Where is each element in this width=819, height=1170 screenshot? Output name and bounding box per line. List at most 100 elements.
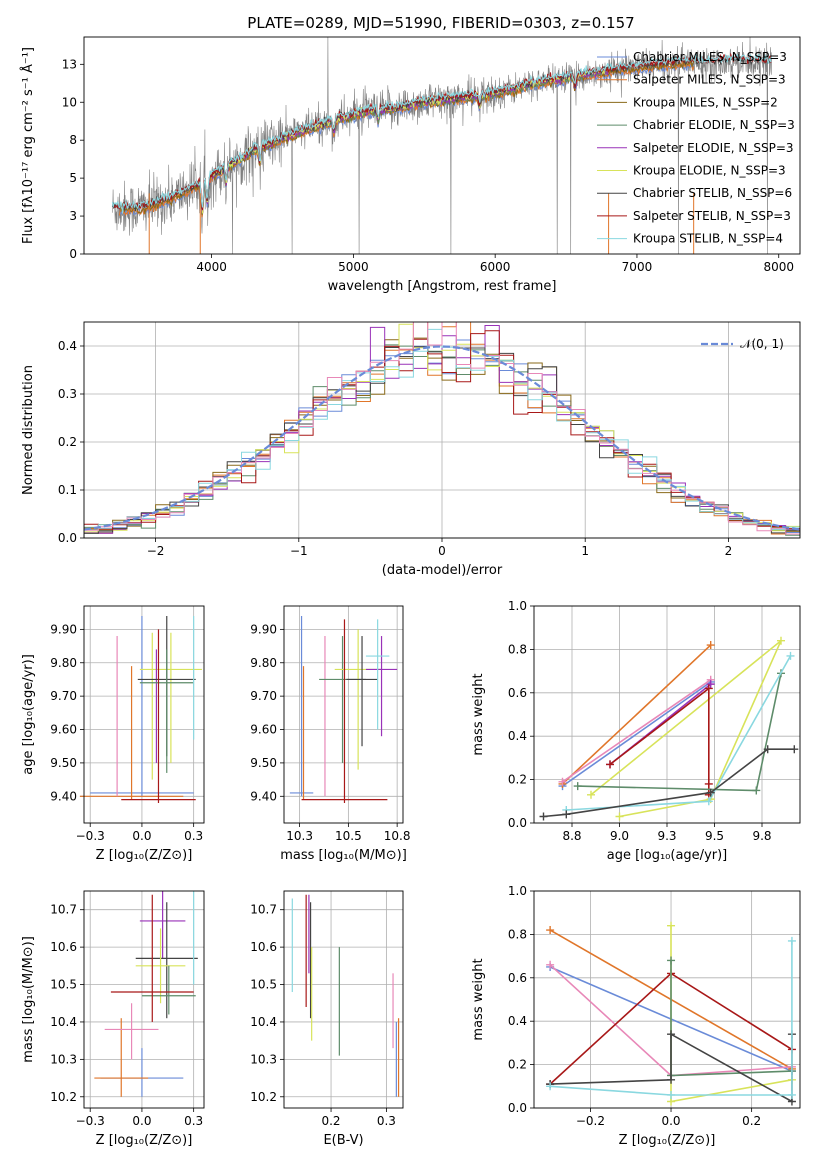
x-tick-label: 4000 [196,260,227,274]
error-point [289,616,314,797]
point-marker [706,788,715,797]
error-point [319,636,366,763]
series-chabrier-stelib [539,745,799,821]
x-tick-label: 2 [725,544,733,558]
error-point [365,636,398,737]
y-tick-label: 1.0 [508,884,527,898]
x-tick-label: 9.5 [705,829,724,843]
spectrum-lines [111,37,773,254]
y-tick-label: 10.3 [50,1052,77,1066]
series-line [562,679,712,783]
y-tick-label: 10.6 [50,940,77,954]
plot-area [111,37,773,254]
x-axis-label: wavelength [Angstrom, rest frame] [328,279,557,294]
y-tick-label: 3 [69,209,77,223]
legend: Chabrier MILES, N_SSP=3 Salpeter MILES, N… [597,50,795,246]
y-tick-label: 9.40 [50,789,77,803]
axes-frame [83,36,801,255]
gridlines [84,606,204,823]
series-chabrier-elodie [573,669,785,795]
plot-area [539,636,799,821]
y-tick-label: 8 [69,133,77,147]
normal-curve [84,345,800,531]
y-tick-label: 0.3 [58,387,77,401]
y-tick-label: 0.8 [508,642,527,656]
panel-age-vs-Z: −0.3 0.0 0.3 9.40 9.50 9.60 9.70 9.80 9.90 Z [log… [21,605,205,863]
y-tick-label: 0.0 [508,1101,527,1115]
series-kroupa-elodie [587,636,785,821]
gridlines [84,891,204,1108]
ticks: 0.2 0.3 10.2 10.3 10.4 10.5 10.6 10.7 [250,903,396,1128]
y-axis-label: mass weight [471,958,486,1040]
y-tick-label: 10 [62,95,77,109]
plot-area [84,322,800,538]
legend-entry: Chabrier ELODIE, N_SSP=3 [633,118,795,132]
series-kroupa-stelib [546,936,796,1099]
x-axis-label: mass [log₁₀(M/M⊙)] [280,848,407,863]
legend-entry: Chabrier STELIB, N_SSP=6 [633,186,792,200]
point-marker [706,641,715,650]
error-point [90,616,194,797]
point-marker [606,760,614,769]
error-point [100,1048,184,1097]
y-tick-label: 10.4 [50,1015,77,1029]
legend-entry: Salpeter MILES, N_SSP=3 [633,73,786,87]
gridlines [284,891,403,1108]
y-axis-label: Flux [fλ10⁻¹⁷ erg cm⁻² s⁻¹ Å⁻¹] [20,47,36,244]
y-tick-label: 9.70 [250,689,277,703]
y-tick-label: 9.80 [250,656,277,670]
point-marker [546,960,555,969]
point-marker [704,779,713,788]
y-tick-label: 9.80 [50,656,77,670]
point-marker [667,921,676,930]
error-point [334,629,382,770]
point-marker [706,680,715,689]
y-tick-label: 0.4 [508,729,527,743]
x-axis-label: Z [log₁₀(Z/Z⊙)] [96,1133,193,1148]
error-point [301,619,388,803]
x-tick-label: −0.3 [76,829,105,843]
axes-frame [533,605,801,824]
series-pink [558,675,715,786]
point-marker [786,651,795,660]
error-point [104,1003,159,1060]
legend-entry: Chabrier MILES, N_SSP=3 [633,50,787,64]
error-point [110,894,194,1022]
y-tick-label: 0.8 [508,927,527,941]
x-tick-label: 10.8 [384,829,411,843]
error-point [94,1018,149,1097]
series-line [590,640,782,818]
point-marker [546,1082,555,1091]
x-axis-label: E(B-V) [323,1133,363,1148]
point-marker [667,1075,676,1084]
series-line [561,644,712,785]
model-chabrier-elodie [196,67,609,214]
y-tick-label: 10.3 [250,1052,277,1066]
x-tick-label: 9.3 [657,829,676,843]
series-kroupa-elodie [667,921,796,1106]
point-marker [787,936,796,945]
figure-title: PLATE=0289, MJD=51990, FIBERID=0303, z=0… [247,14,634,32]
ticks: 4000 5000 6000 7000 8000 0 3 5 8 10 13 [62,57,794,274]
y-tick-label: 0.0 [508,816,527,830]
x-tick-label: 0 [438,544,446,558]
y-axis-label: mass [log₁₀(M/M⊙)] [21,936,36,1063]
error-point [141,965,196,1015]
error-point [365,619,390,730]
x-tick-label: 0.0 [132,829,151,843]
series-line [550,940,793,1096]
y-tick-label: 10.5 [50,978,77,992]
x-tick-label: 0.2 [321,1114,340,1128]
x-tick-label: 0.2 [742,1114,761,1128]
axes-frame [283,890,404,1109]
y-tick-label: 0.4 [58,339,77,353]
x-axis-label: age [log₁₀(age/yr)] [607,848,728,863]
error-point [139,649,194,773]
point-marker [667,956,676,965]
y-tick-label: 10.5 [250,978,277,992]
y-tick-label: 0.2 [508,1058,527,1072]
legend-entry: Kroupa ELODIE, N_SSP=3 [633,164,786,178]
plot-area [546,921,796,1106]
x-tick-label: 0.3 [184,1114,203,1128]
